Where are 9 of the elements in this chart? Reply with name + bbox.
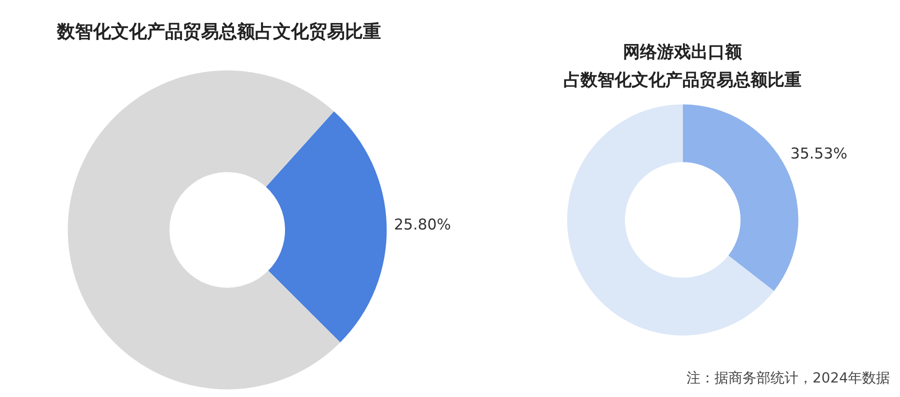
data-label: 25.80% bbox=[394, 216, 452, 234]
donut-slice bbox=[266, 111, 387, 342]
donut-slice bbox=[68, 70, 340, 390]
text: 注：据商务部统计，2024年数据 bbox=[686, 370, 890, 386]
chart-title: 数智化文化产品贸易总额占文化贸易比重 bbox=[56, 22, 381, 43]
donut-slice bbox=[567, 104, 774, 336]
chart-title: 网络游戏出口额 bbox=[623, 41, 744, 62]
data-label: 35.53% bbox=[790, 144, 848, 162]
chart-subtitle: 占数智化文化产品贸易总额比重 bbox=[564, 69, 802, 90]
